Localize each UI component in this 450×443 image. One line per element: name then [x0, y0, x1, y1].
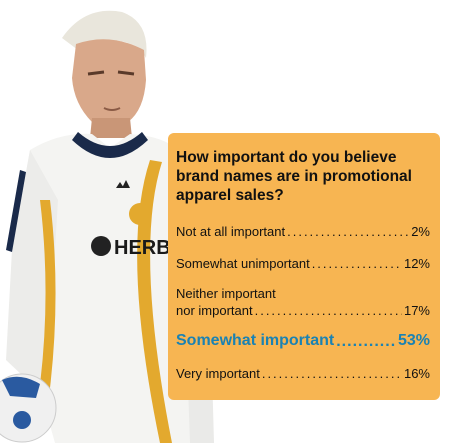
result-label-line-1: Neither important — [176, 286, 276, 301]
leader-dots: ........................................… — [336, 334, 396, 350]
leader-dots: ........................................… — [287, 224, 409, 239]
result-label: Somewhat important — [176, 332, 335, 349]
leader-dots: ........................................… — [261, 366, 402, 381]
result-value: 2% — [411, 224, 430, 239]
result-label: Very important — [176, 366, 260, 381]
result-row-neither: Neither important — [176, 286, 430, 302]
result-value: 53% — [397, 332, 430, 349]
result-label: Not at all important — [176, 224, 286, 239]
result-row-somewhat-unimportant: Somewhat unimportant ...................… — [176, 256, 430, 272]
result-row-very-important: Very important .........................… — [176, 366, 430, 382]
result-label: Somewhat unimportant — [176, 256, 310, 271]
result-row-somewhat-important: Somewhat important .....................… — [176, 331, 430, 350]
survey-question: How important do you believe brand names… — [176, 149, 412, 204]
leader-dots: ........................................… — [254, 303, 402, 318]
result-value: 16% — [403, 366, 430, 381]
result-label-line-2: nor important — [176, 303, 253, 318]
result-row-not-at-all-important: Not at all important ...................… — [176, 224, 430, 240]
leader-dots: ........................................… — [311, 256, 402, 271]
survey-panel — [168, 133, 440, 400]
result-row-neither-line-2: nor important ..........................… — [176, 303, 430, 319]
result-value: 12% — [403, 256, 430, 271]
result-value: 17% — [403, 303, 430, 318]
